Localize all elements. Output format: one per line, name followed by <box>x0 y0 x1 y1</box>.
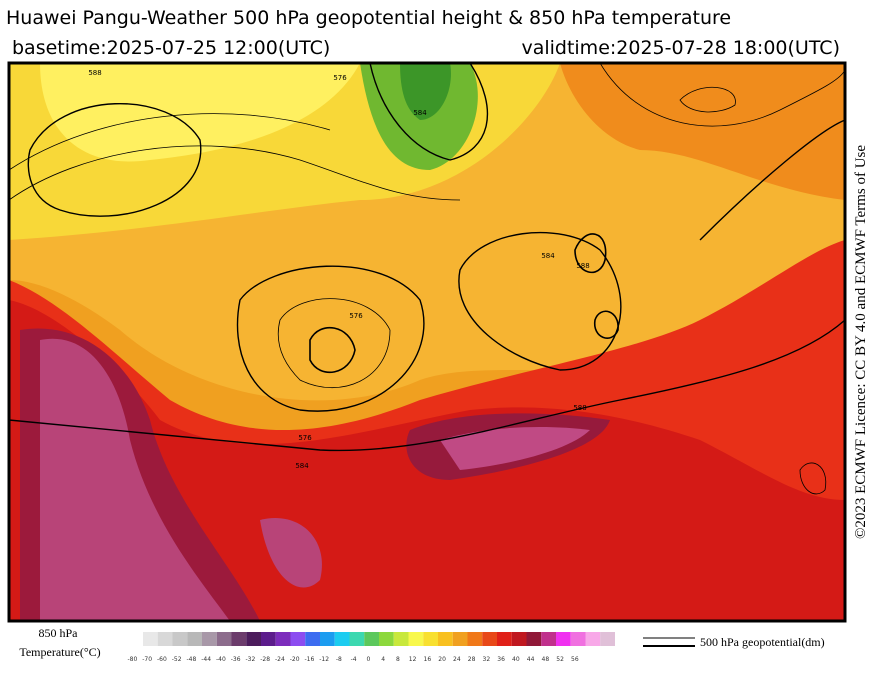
colorbar-tick-label: 28 <box>468 656 476 663</box>
colorbar-tick-label: 48 <box>542 656 550 663</box>
colorbar-tick-label: -12 <box>319 656 329 663</box>
colorbar-swatch <box>320 632 335 646</box>
colorbar-swatch <box>364 632 379 646</box>
colorbar-swatch <box>157 632 173 646</box>
colorbar-tick-label: -24 <box>275 656 285 663</box>
map: 588 576 584 584 588 576 576 584 588 <box>9 63 845 621</box>
colorbar-tick-label: 36 <box>497 656 505 663</box>
colorbar-tick-label: -16 <box>304 656 314 663</box>
colorbar-tick-label: -48 <box>186 656 196 663</box>
colorbar-tick-label: 40 <box>512 656 520 663</box>
colorbar-swatch <box>172 632 188 646</box>
colorbar-tick-label: -36 <box>231 656 241 663</box>
colorbar-swatch <box>570 632 586 646</box>
colorbar-swatch <box>423 632 438 646</box>
contour-labels: 588 576 584 584 588 576 576 584 588 <box>88 69 589 470</box>
colorbar-swatch <box>246 632 261 646</box>
colorbar-swatch <box>585 632 601 646</box>
colorbar-tick-label: 16 <box>424 656 432 663</box>
colorbar-tick-label: 24 <box>453 656 461 663</box>
colorbar-swatch <box>143 632 158 646</box>
colorbar-swatch <box>187 632 202 646</box>
colorbar-tick-label: -70 <box>142 656 152 663</box>
colorbar-tick-label: 0 <box>366 656 370 663</box>
contour-label: 588 <box>88 69 101 77</box>
basetime: basetime:2025-07-25 12:00(UTC) <box>12 37 330 59</box>
colorbar-swatch <box>600 632 615 646</box>
legend-title: 850 hPa <box>39 626 79 640</box>
colorbar-tick-label: -28 <box>260 656 270 663</box>
contour-label: 576 <box>333 74 347 82</box>
credit: ©2023 ECMWF Licence: CC BY 4.0 and ECMWF… <box>853 145 869 539</box>
colorbar-swatch <box>261 632 276 646</box>
colorbar-swatch <box>408 632 424 646</box>
colorbar-swatch <box>349 632 365 646</box>
colorbar-swatch <box>216 632 232 646</box>
colorbar-swatch <box>305 632 320 646</box>
colorbar-swatch <box>497 632 512 646</box>
contour-label: 584 <box>413 109 427 117</box>
legend-title: Temperature(°C) <box>19 645 100 659</box>
validtime: validtime:2025-07-28 18:00(UTC) <box>521 37 840 59</box>
colorbar-swatch <box>231 632 247 646</box>
colorbar-tick-label: -4 <box>351 656 357 663</box>
colorbar-swatch <box>511 632 527 646</box>
colorbar: -80 -70 -60 -52 -48 -44 -40 -36 -32 -28 -24 -20 -16-… <box>127 632 615 663</box>
colorbar-tick-label: 20 <box>438 656 446 663</box>
colorbar-swatch <box>452 632 468 646</box>
colorbar-tick-label: 8 <box>396 656 400 663</box>
contour-label: 588 <box>573 404 586 412</box>
colorbar-tick-label: -44 <box>201 656 211 663</box>
colorbar-swatch <box>556 632 571 646</box>
contour-label: 588 <box>576 262 589 270</box>
colorbar-tick-label: -60 <box>157 656 167 663</box>
colorbar-swatch <box>334 632 350 646</box>
colorbar-tick-label: 56 <box>571 656 579 663</box>
colorbar-swatch <box>541 632 556 646</box>
contour-label: 584 <box>295 462 309 470</box>
colorbar-swatch <box>379 632 394 646</box>
map-frame <box>7 61 847 623</box>
contour-legend-label: 500 hPa geopotential(dm) <box>700 635 825 649</box>
colorbar-swatch <box>202 632 217 646</box>
colorbar-swatch <box>275 632 291 646</box>
colorbar-tick-label: 32 <box>483 656 491 663</box>
colorbar-swatch <box>393 632 409 646</box>
colorbar-swatch <box>438 632 453 646</box>
colorbar-tick-label: 4 <box>381 656 385 663</box>
title: Huawei Pangu-Weather 500 hPa geopotentia… <box>6 7 731 29</box>
colorbar-tick-label: -52 <box>172 656 182 663</box>
colorbar-tick-label: 12 <box>409 656 417 663</box>
contour-label: 576 <box>298 434 312 442</box>
colorbar-tick-label: -40 <box>216 656 226 663</box>
contour-label: 584 <box>541 252 555 260</box>
colorbar-tick-label: 52 <box>556 656 564 663</box>
colorbar-tick-label: -8 <box>336 656 342 663</box>
colorbar-swatch <box>467 632 483 646</box>
colorbar-swatch <box>526 632 542 646</box>
colorbar-tick-label: -80 <box>127 656 137 663</box>
colorbar-tick-label: 44 <box>527 656 535 663</box>
colorbar-tick-label: -32 <box>245 656 255 663</box>
contour-label: 576 <box>349 312 363 320</box>
colorbar-swatch <box>482 632 497 646</box>
colorbar-swatch <box>290 632 306 646</box>
colorbar-tick-label: -20 <box>290 656 300 663</box>
